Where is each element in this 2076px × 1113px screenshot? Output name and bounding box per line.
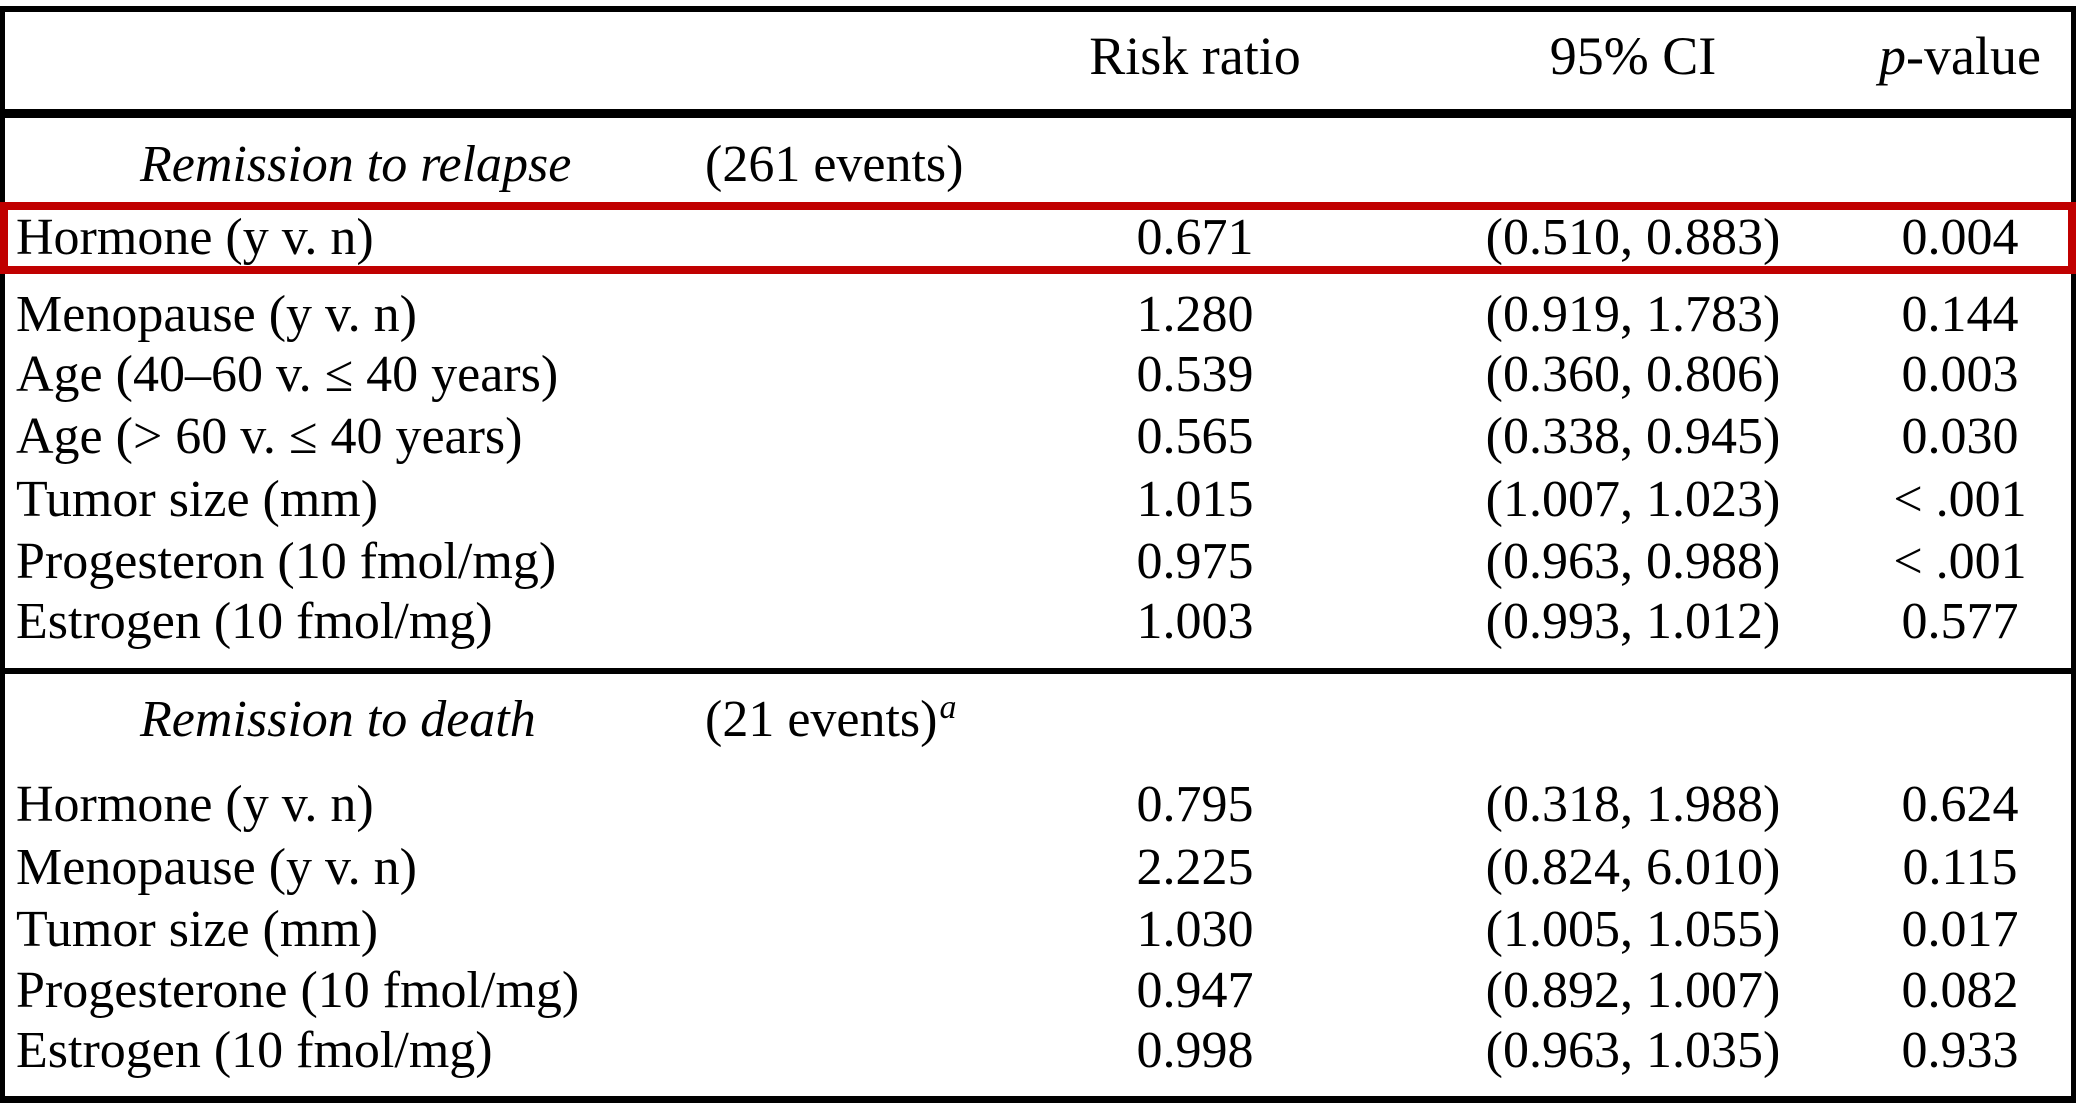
- table-row: Tumor size (mm) 1.015 (1.007, 1.023) < .001: [0, 470, 2076, 530]
- ci-value: (1.005, 1.055): [1485, 901, 1781, 958]
- p-value: < .001: [1893, 533, 2027, 590]
- risk-ratio-value: 0.975: [1136, 533, 1254, 590]
- risk-ratio-value: 0.998: [1136, 1022, 1254, 1079]
- table-header-row: Risk ratio 95% CI p-value: [0, 26, 2076, 86]
- row-label: Estrogen (10 fmol/mg): [16, 593, 493, 650]
- ci-value: (0.824, 6.010): [1485, 839, 1781, 896]
- p-value: 0.017: [1901, 901, 2019, 958]
- risk-ratio-value: 0.671: [1136, 209, 1254, 266]
- table-row-highlighted: Hormone (y v. n) 0.671 (0.510, 0.883) 0.004: [0, 208, 2076, 268]
- section-events-count: (21 events)a: [705, 689, 957, 748]
- p-value: 0.144: [1901, 286, 2019, 343]
- row-label: Hormone (y v. n): [16, 209, 374, 266]
- row-label: Age (> 60 v. ≤ 40 years): [16, 408, 523, 465]
- p-value: 0.933: [1901, 1022, 2019, 1079]
- row-label: Progesterone (10 fmol/mg): [16, 962, 580, 1019]
- section-divider-rule: [0, 668, 2076, 674]
- risk-ratio-value: 1.280: [1136, 286, 1254, 343]
- column-header-95ci: 95% CI: [1549, 26, 1717, 86]
- row-label: Tumor size (mm): [16, 901, 379, 958]
- p-value: 0.004: [1901, 209, 2019, 266]
- p-value-suffix: -value: [1906, 26, 2041, 86]
- ci-value: (0.919, 1.783): [1485, 286, 1781, 343]
- ci-value: (0.338, 0.945): [1485, 408, 1781, 465]
- header-rule: [0, 109, 2076, 118]
- risk-ratio-value: 0.539: [1136, 346, 1254, 403]
- section-title: Remission to death: [140, 691, 536, 748]
- risk-ratio-value: 0.565: [1136, 408, 1254, 465]
- table-row: Progesteron (10 fmol/mg) 0.975 (0.963, 0.9…: [0, 532, 2076, 592]
- p-value: 0.624: [1901, 776, 2019, 833]
- section-events-count: (261 events): [705, 136, 964, 193]
- table-row: Progesterone (10 fmol/mg) 0.947 (0.892, 1.…: [0, 961, 2076, 1021]
- risk-ratio-value: 0.947: [1136, 962, 1254, 1019]
- table-row: Tumor size (mm) 1.030 (1.005, 1.055) 0.017: [0, 900, 2076, 960]
- table-row: Menopause (y v. n) 1.280 (0.919, 1.783) 0.1…: [0, 285, 2076, 345]
- p-value: 0.577: [1901, 593, 2019, 650]
- table-row: Menopause (y v. n) 2.225 (0.824, 6.010) 0.1…: [0, 838, 2076, 898]
- section-header-row: Remission to relapse (261 events): [0, 135, 2076, 195]
- risk-ratio-value: 1.003: [1136, 593, 1254, 650]
- section-header-row: Remission to death (21 events)a: [0, 689, 2076, 750]
- table-row: Estrogen (10 fmol/mg) 0.998 (0.963, 1.035)…: [0, 1021, 2076, 1081]
- p-value: 0.082: [1901, 962, 2019, 1019]
- ci-value: (0.318, 1.988): [1485, 776, 1781, 833]
- row-label: Progesteron (10 fmol/mg): [16, 533, 557, 590]
- ci-value: (1.007, 1.023): [1485, 471, 1781, 528]
- table-row: Age (> 60 v. ≤ 40 years) 0.565 (0.338, 0.9…: [0, 407, 2076, 467]
- risk-ratio-value: 0.795: [1136, 776, 1254, 833]
- risk-ratio-value: 1.015: [1136, 471, 1254, 528]
- row-label: Tumor size (mm): [16, 471, 379, 528]
- p-value: 0.115: [1902, 839, 2018, 896]
- table-row: Hormone (y v. n) 0.795 (0.318, 1.988) 0.624: [0, 775, 2076, 835]
- row-label: Estrogen (10 fmol/mg): [16, 1022, 493, 1079]
- ci-value: (0.360, 0.806): [1485, 346, 1781, 403]
- p-value: 0.003: [1901, 346, 2019, 403]
- risk-ratio-value: 1.030: [1136, 901, 1254, 958]
- column-header-p-value: p-value: [1845, 26, 2075, 86]
- ci-value: (0.510, 0.883): [1485, 209, 1781, 266]
- section-title: Remission to relapse: [140, 136, 572, 193]
- p-value: 0.030: [1901, 408, 2019, 465]
- column-header-risk-ratio: Risk ratio: [1089, 26, 1301, 86]
- row-label: Menopause (y v. n): [16, 839, 417, 896]
- row-label: Age (40–60 v. ≤ 40 years): [16, 346, 559, 403]
- footnote-marker: a: [939, 689, 957, 726]
- table-row: Estrogen (10 fmol/mg) 1.003 (0.993, 1.012)…: [0, 592, 2076, 652]
- risk-ratio-value: 2.225: [1136, 839, 1254, 896]
- ci-value: (0.963, 1.035): [1485, 1022, 1781, 1079]
- p-value: < .001: [1893, 471, 2027, 528]
- table-row: Age (40–60 v. ≤ 40 years) 0.539 (0.360, 0.…: [0, 345, 2076, 405]
- table-border-frame: [0, 6, 2076, 1103]
- row-label: Menopause (y v. n): [16, 286, 417, 343]
- ci-value: (0.993, 1.012): [1485, 593, 1781, 650]
- ci-value: (0.963, 0.988): [1485, 533, 1781, 590]
- ci-value: (0.892, 1.007): [1485, 962, 1781, 1019]
- p-value-italic-p: p: [1879, 26, 1907, 86]
- row-label: Hormone (y v. n): [16, 776, 374, 833]
